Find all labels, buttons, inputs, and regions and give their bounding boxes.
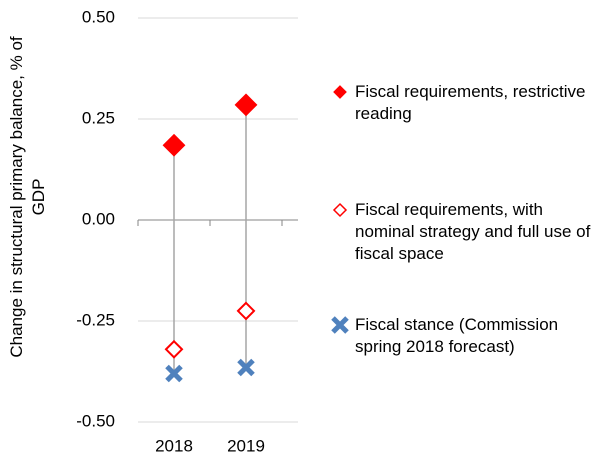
diamond (162, 133, 186, 157)
data-point (234, 93, 258, 117)
data-point (162, 133, 186, 157)
y-tick-label: 0.25 (82, 108, 115, 127)
legend-label: Fiscal requirements, with nominal strate… (355, 200, 591, 263)
legend-label: Fiscal stance (Commission spring 2018 fo… (355, 315, 559, 356)
diamond (332, 202, 348, 218)
x-tick-label: 2018 (155, 436, 193, 455)
y-tick-label: -0.50 (76, 411, 115, 430)
data-point (165, 364, 183, 383)
diamond (164, 339, 184, 359)
y-tick-label: 0.00 (82, 209, 115, 228)
data-point (237, 358, 255, 377)
diamond (236, 301, 256, 321)
y-tick-label: 0.50 (82, 7, 115, 26)
diamond (234, 93, 258, 117)
legend-marker (332, 202, 348, 218)
diamond (333, 85, 347, 99)
x-tick-label: 2019 (227, 436, 265, 455)
legend-marker (331, 316, 349, 334)
cross (331, 316, 349, 334)
cross (237, 358, 255, 377)
data-point (164, 339, 184, 359)
y-axis-title: Change in structural primary balance, % … (7, 36, 48, 358)
cross (165, 364, 183, 383)
legend-label: Fiscal requirements, restrictive reading (355, 82, 586, 123)
y-tick-label: -0.25 (76, 310, 115, 329)
legend-marker (333, 85, 347, 99)
data-point (236, 301, 256, 321)
